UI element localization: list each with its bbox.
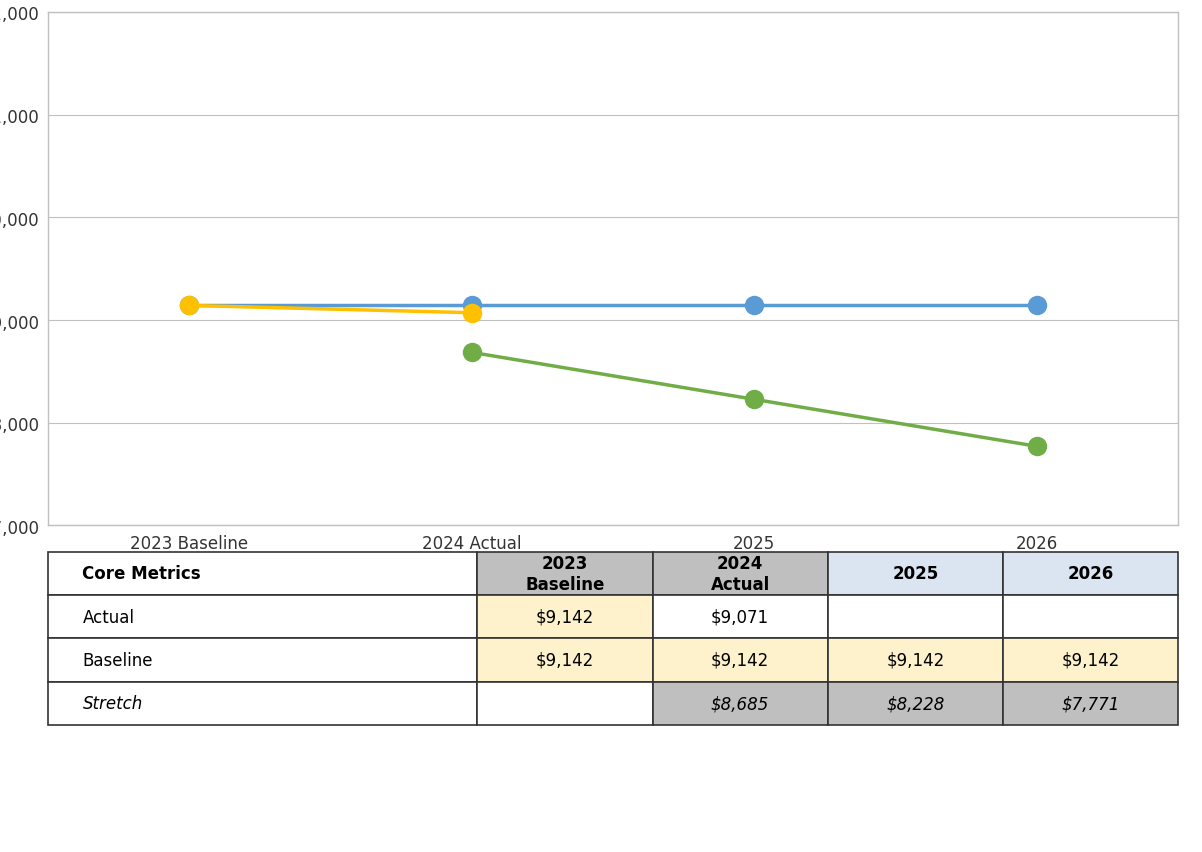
Legend: Baseline, Stretch, Actual: Baseline, Stretch, Actual [403,602,823,634]
